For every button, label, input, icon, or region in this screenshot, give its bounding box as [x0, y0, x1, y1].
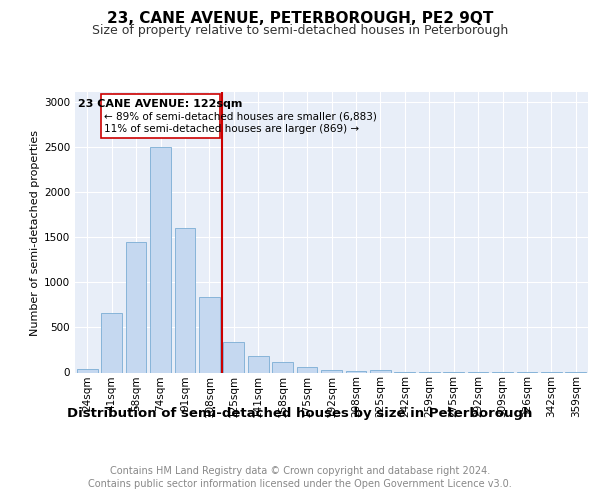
Bar [77, 369, 98, 372]
Text: 11% of semi-detached houses are larger (869) →: 11% of semi-detached houses are larger (… [104, 124, 359, 134]
Bar [150, 146, 171, 372]
Bar [272, 362, 293, 372]
Y-axis label: Number of semi-detached properties: Number of semi-detached properties [30, 130, 40, 336]
Text: Size of property relative to semi-detached houses in Peterborough: Size of property relative to semi-detach… [92, 24, 508, 37]
Text: 23, CANE AVENUE, PETERBOROUGH, PE2 9QT: 23, CANE AVENUE, PETERBOROUGH, PE2 9QT [107, 11, 493, 26]
Bar [296, 366, 317, 372]
Bar [175, 228, 196, 372]
Bar [199, 296, 220, 372]
Bar [248, 356, 269, 372]
Text: Contains HM Land Registry data © Crown copyright and database right 2024.: Contains HM Land Registry data © Crown c… [110, 466, 490, 476]
Bar [125, 242, 146, 372]
FancyBboxPatch shape [101, 94, 220, 138]
Text: ← 89% of semi-detached houses are smaller (6,883): ← 89% of semi-detached houses are smalle… [104, 112, 376, 122]
Bar [101, 313, 122, 372]
Bar [370, 370, 391, 372]
Text: Contains public sector information licensed under the Open Government Licence v3: Contains public sector information licen… [88, 479, 512, 489]
Bar [223, 342, 244, 372]
Bar [346, 370, 367, 372]
Text: 23 CANE AVENUE: 122sqm: 23 CANE AVENUE: 122sqm [78, 100, 242, 110]
Bar [321, 370, 342, 372]
Text: Distribution of semi-detached houses by size in Peterborough: Distribution of semi-detached houses by … [67, 408, 533, 420]
